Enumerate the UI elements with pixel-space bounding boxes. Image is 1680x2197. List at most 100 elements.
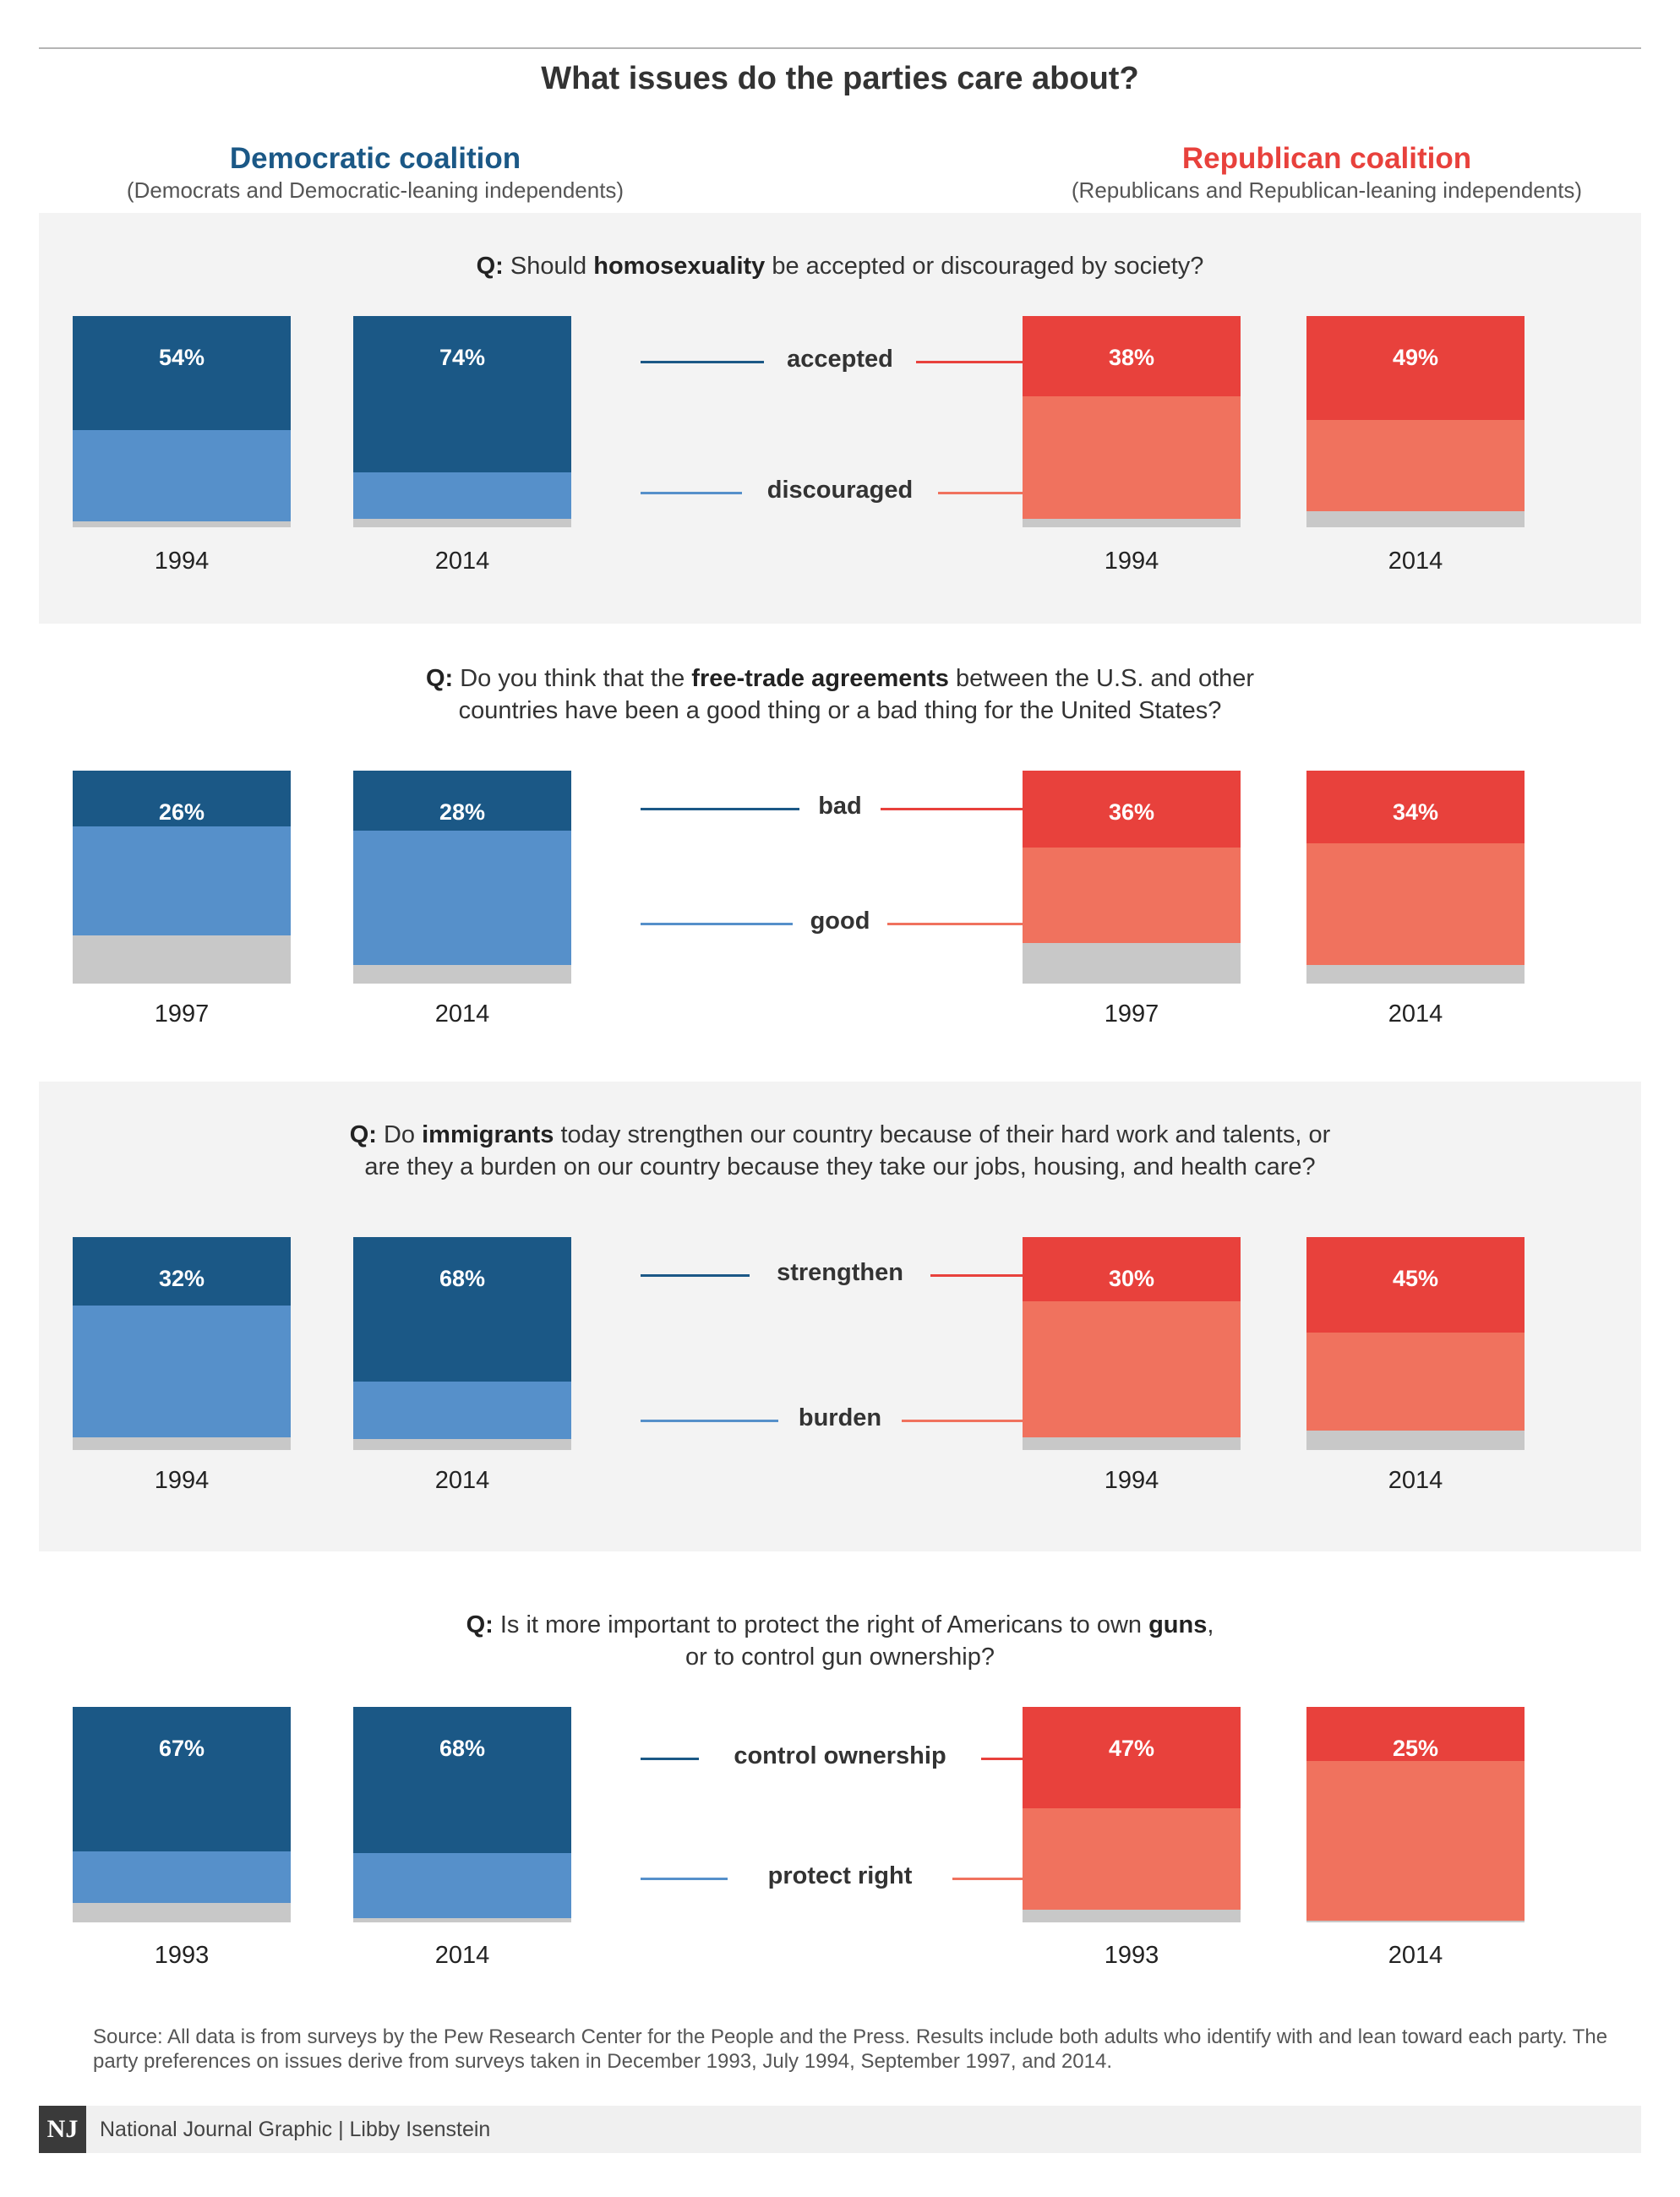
legend-line-rep [981,1758,1033,1760]
year-label: 2014 [434,1000,490,1028]
dem-segment-control-ownership [353,1707,571,1853]
democratic-coalition-heading: Democratic coalition [229,142,521,175]
percent-label: 68% [439,1266,486,1291]
percent-label: 54% [158,345,205,370]
dem-segment-discouraged [73,430,291,521]
legend-line-rep [902,1420,1033,1422]
dem-segment-protect-right [73,1851,291,1903]
question-fragment: Do [383,1121,423,1148]
year-label: 1994 [154,1467,210,1494]
rep-segment-accepted [1306,316,1525,420]
dem-segment-strengthen [353,1237,571,1382]
rep-segment-other [1023,1437,1241,1450]
year-label: 2014 [434,548,490,575]
rep-bar-2014: 25% [1306,1707,1525,1922]
dem-segment-other [353,519,571,527]
question-fragment: today strengthen our country because of … [364,1121,1331,1180]
legend-line-dem [641,361,764,363]
question-prefix: Q: [349,1121,377,1148]
legend-line-dem [641,1420,778,1422]
percent-label: 26% [158,799,205,825]
legend-label-strengthen: strengthen [777,1259,903,1286]
question-text: Q: Should homosexuality be accepted or d… [39,250,1641,282]
credit-text: National Journal Graphic | Libby Isenste… [100,2118,491,2141]
legend-line-dem [641,1878,728,1880]
rep-segment-burden [1023,1301,1241,1437]
dem-segment-other [353,1439,571,1450]
question-fragment: , or to control gun ownership? [685,1611,1214,1671]
nj-logo: NJ [39,2106,86,2153]
question-prefix: Q: [476,253,504,280]
dem-segment-other [73,1903,291,1922]
dem-segment-other [73,521,291,527]
question-keyword: homosexuality [593,253,766,280]
year-label: 2014 [1388,1467,1443,1494]
issue-panel-4: Q: Is it more important to protect the r… [39,1570,1641,1986]
year-label: 2014 [1388,1942,1443,1969]
dem-bar-1994: 32% [73,1237,291,1450]
legend-line-dem [641,1274,750,1277]
percent-label: 67% [158,1736,205,1761]
question-fragment: between the U.S. and other countries have… [458,665,1255,724]
democratic-coalition-description: (Democrats and Democratic-leaning indepe… [126,177,625,203]
question-keyword: immigrants [422,1121,554,1148]
legend-line-rep [916,361,1033,363]
dem-segment-accepted [73,316,291,430]
rep-segment-other [1306,511,1525,527]
year-label: 1993 [1104,1942,1159,1969]
legend-line-dem [641,1758,699,1760]
question-text: Q: Do you think that the free-trade agre… [39,662,1641,727]
question-fragment: Do you think that the [460,665,692,692]
dem-bar-1994: 54% [73,316,291,527]
dem-bar-2014: 74% [353,316,571,527]
source-note: Source: All data is from surveys by the … [93,2025,1608,2073]
rep-bar-1993: 47% [1023,1707,1241,1922]
legend-line-dem [641,492,742,494]
rep-bar-1994: 30% [1023,1237,1241,1450]
legend-line-dem [641,923,793,925]
rep-segment-discouraged [1306,420,1525,511]
year-label: 2014 [1388,548,1443,575]
year-label: 2014 [434,1467,490,1494]
rep-segment-protect-right [1306,1761,1525,1921]
question-prefix: Q: [466,1611,494,1638]
dem-bar-1997: 26% [73,771,291,984]
percent-label: 45% [1392,1266,1439,1291]
rep-segment-other [1023,519,1241,527]
year-label: 2014 [434,1942,490,1969]
dem-bar-2014: 28% [353,771,571,984]
year-label: 1994 [1104,1467,1159,1494]
question-keyword: free-trade agreements [691,665,949,692]
republican-coalition-description: (Republicans and Republican-leaning inde… [1071,177,1583,203]
question-keyword: guns [1148,1611,1208,1638]
percent-label: 47% [1108,1736,1155,1761]
rep-segment-accepted [1023,316,1241,396]
rep-segment-bad [1023,771,1241,848]
rep-segment-other [1306,1431,1525,1450]
dem-bar-1993: 67% [73,1707,291,1922]
dem-segment-good [353,831,571,965]
dem-bar-2014: 68% [353,1237,571,1450]
rep-segment-bad [1306,771,1525,843]
dem-segment-burden [73,1306,291,1437]
percent-label: 68% [439,1736,486,1761]
rep-segment-discouraged [1023,396,1241,519]
chart-title: What issues do the parties care about? [541,61,1139,96]
rep-bar-1997: 36% [1023,771,1241,984]
question-prefix: Q: [425,665,454,692]
percent-label: 28% [439,799,486,825]
question-fragment: Is it more important to protect the righ… [499,1611,1149,1638]
legend-line-rep [952,1878,1033,1880]
year-label: 1993 [154,1942,210,1969]
legend-label-good: good [810,908,870,935]
question-fragment: Should [510,253,594,280]
rep-segment-protect-right [1023,1808,1241,1910]
rep-segment-good [1023,848,1241,943]
rep-segment-strengthen [1306,1237,1525,1333]
rep-segment-other [1023,943,1241,984]
question-text: Q: Is it more important to protect the r… [39,1609,1641,1673]
rep-segment-other [1306,1921,1525,1922]
rep-segment-control-ownership [1023,1707,1241,1808]
legend-label-burden: burden [798,1404,882,1431]
